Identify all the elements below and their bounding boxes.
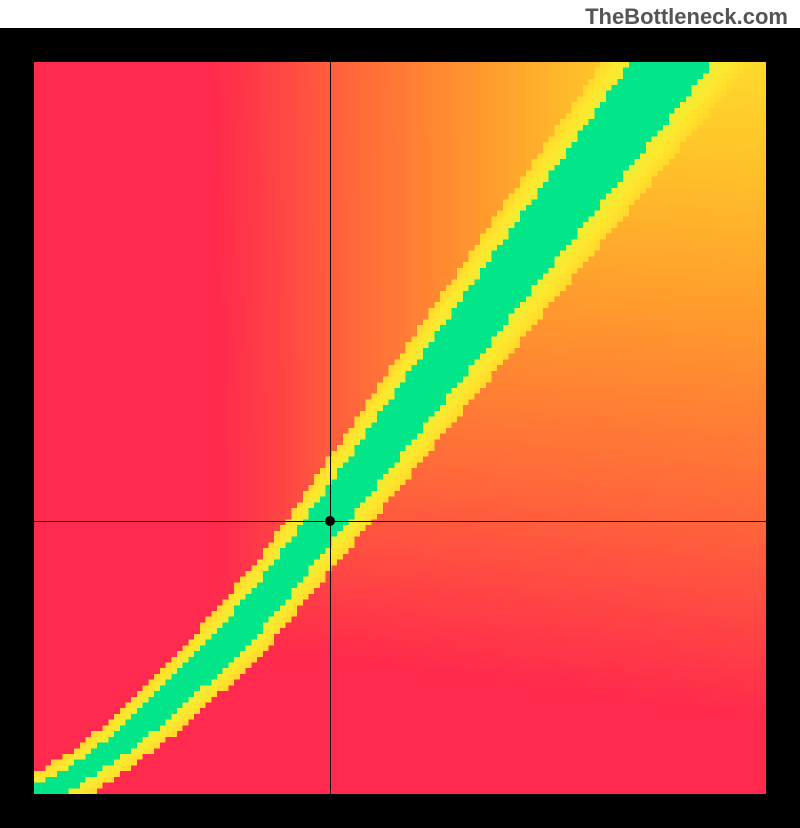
frame-left (0, 28, 34, 828)
frame-top (0, 28, 800, 62)
watermark-text: TheBottleneck.com (585, 4, 788, 30)
crosshair-horizontal (34, 521, 766, 522)
bottleneck-heatmap (34, 62, 766, 794)
figure-container: TheBottleneck.com (0, 0, 800, 800)
frame-bottom (0, 794, 800, 828)
frame-right (766, 28, 800, 828)
crosshair-vertical (330, 62, 331, 794)
